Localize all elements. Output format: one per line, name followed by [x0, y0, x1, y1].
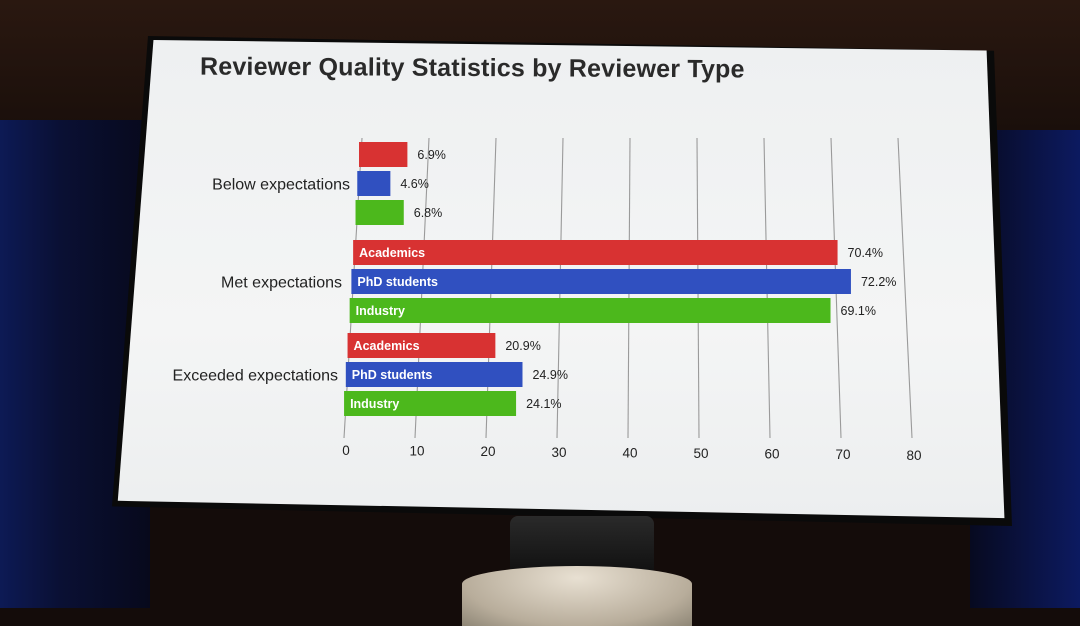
- bar-series-label-2-0: Academics: [354, 339, 420, 353]
- x-tick-label-10: 10: [409, 444, 424, 459]
- bar-series-label-2-1: PhD students: [352, 368, 433, 382]
- x-tick-label-0: 0: [342, 443, 350, 458]
- projector-table: [462, 566, 692, 626]
- data-label-1-2: 69.1%: [841, 304, 876, 318]
- category-label-0: Below expectations: [212, 177, 350, 194]
- bar-2-1: [345, 362, 523, 387]
- bar-0-1: [357, 171, 391, 196]
- category-label-2: Exceeded expectations: [173, 368, 338, 385]
- x-tick-label-80: 80: [906, 448, 921, 463]
- bar-series-label-1-1: PhD students: [357, 275, 438, 289]
- bar-2-2: [344, 391, 517, 416]
- bar-1-1: [351, 269, 851, 294]
- bar-series-label-2-2: Industry: [350, 397, 399, 411]
- x-tick-label-50: 50: [693, 446, 708, 461]
- bar-1-2: [349, 298, 831, 323]
- projector: [510, 516, 654, 572]
- data-label-0-2: 6.8%: [414, 206, 443, 220]
- data-label-2-2: 24.1%: [526, 397, 561, 411]
- bar-series-label-1-0: Academics: [359, 246, 425, 260]
- data-label-1-1: 72.2%: [861, 275, 896, 289]
- category-label-1: Met expectations: [221, 275, 342, 292]
- x-tick-label-30: 30: [551, 445, 566, 460]
- bar-series-label-1-2: Industry: [356, 304, 405, 318]
- bar-chart: 0 10 20 30 40 50 60 70 80 Below expectations 6.9% 4…: [173, 137, 922, 463]
- bar-0-0: [359, 142, 408, 167]
- bar-0-2: [355, 200, 404, 225]
- x-tick-label-70: 70: [835, 447, 850, 462]
- data-label-2-0: 20.9%: [505, 339, 540, 353]
- data-label-0-1: 4.6%: [400, 177, 429, 191]
- gridline-80: [897, 137, 913, 439]
- bar-2-0: [347, 333, 496, 358]
- bar-1-0: [353, 240, 838, 265]
- data-label-2-1: 24.9%: [532, 368, 567, 382]
- x-tick-label-20: 20: [480, 444, 495, 459]
- data-label-1-0: 70.4%: [848, 246, 883, 260]
- x-tick-label-60: 60: [764, 447, 779, 462]
- data-label-0-0: 6.9%: [417, 148, 446, 162]
- x-tick-label-40: 40: [622, 445, 637, 460]
